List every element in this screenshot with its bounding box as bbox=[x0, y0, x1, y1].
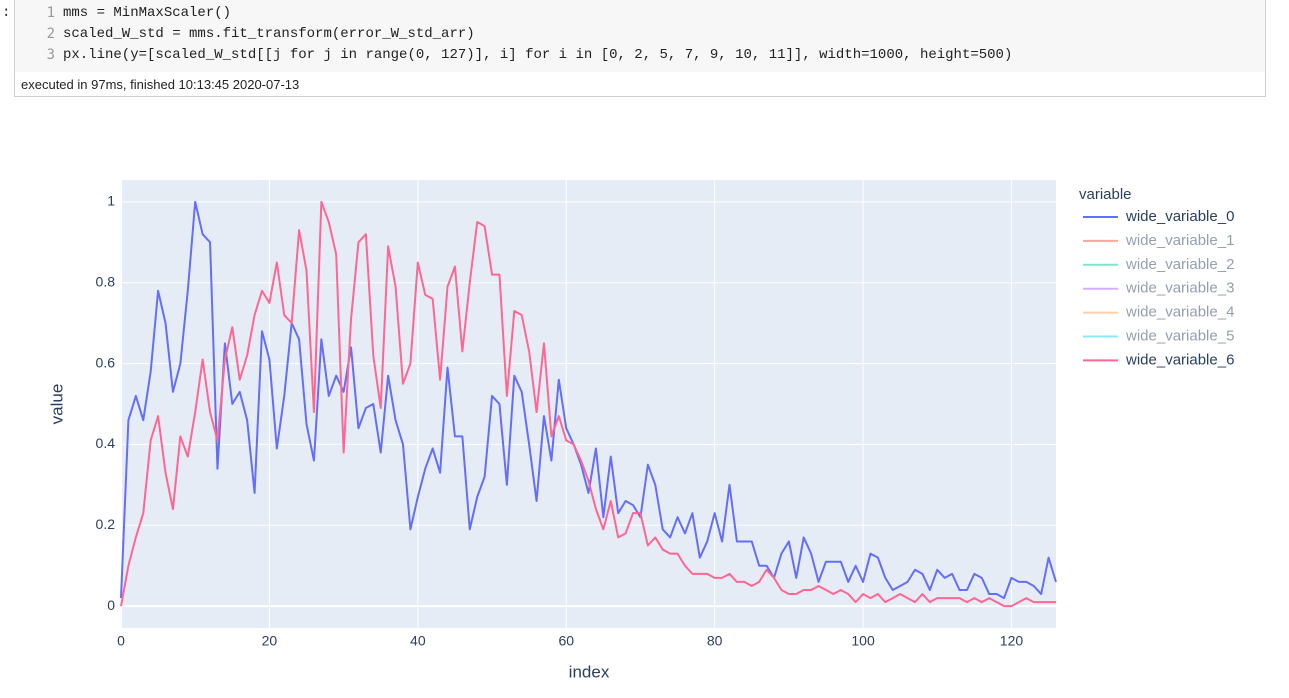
x-tick-label: 80 bbox=[707, 633, 723, 649]
code-editor[interactable]: 1 2 3 mms = MinMaxScaler() scaled_W_std … bbox=[15, 0, 1265, 72]
line-number: 3 bbox=[46, 47, 55, 63]
data-line bbox=[120, 200, 1057, 600]
legend-label: wide_variable_0 bbox=[1125, 208, 1234, 225]
plot-background bbox=[121, 180, 1056, 628]
code-line: scaled_W_std = mms.fit_transform(error_W… bbox=[63, 26, 475, 42]
x-tick-label: 40 bbox=[410, 633, 426, 649]
prompt: : bbox=[2, 4, 11, 20]
y-tick-label: 0.4 bbox=[96, 435, 116, 451]
data-line bbox=[120, 200, 1056, 608]
y-tick-label: 0.6 bbox=[96, 354, 116, 370]
legend-label: wide_variable_2 bbox=[1125, 256, 1234, 273]
y-tick-label: 1 bbox=[107, 193, 115, 209]
y-axis-title: value bbox=[47, 384, 66, 425]
x-tick-label: 0 bbox=[117, 633, 125, 649]
legend-item[interactable]: wide_variable_0 bbox=[1083, 208, 1234, 225]
line-number: 2 bbox=[46, 26, 55, 42]
legend-item[interactable]: wide_variable_3 bbox=[1083, 280, 1234, 297]
y-tick-label: 0.2 bbox=[96, 516, 116, 532]
legend-title: variable bbox=[1079, 186, 1132, 203]
legend-item[interactable]: wide_variable_2 bbox=[1083, 256, 1234, 273]
x-tick-label: 100 bbox=[851, 633, 875, 649]
legend-label: wide_variable_6 bbox=[1125, 351, 1234, 368]
legend-item[interactable]: wide_variable_6 bbox=[1083, 351, 1234, 368]
code-line: px.line(y=[scaled_W_std[[j for j in rang… bbox=[63, 47, 1013, 63]
y-tick-label: 0 bbox=[107, 597, 115, 613]
legend-label: wide_variable_3 bbox=[1125, 280, 1234, 297]
legend-item[interactable]: wide_variable_5 bbox=[1083, 327, 1234, 344]
line-number: 1 bbox=[46, 5, 55, 21]
legend-label: wide_variable_4 bbox=[1125, 304, 1234, 321]
execution-status: executed in 97ms, finished 10:13:45 2020… bbox=[21, 77, 300, 92]
code-line: mms = MinMaxScaler() bbox=[63, 5, 232, 21]
code-cell[interactable]: 1 2 3 mms = MinMaxScaler() scaled_W_std … bbox=[14, 0, 1266, 97]
y-tick-label: 0.8 bbox=[96, 273, 116, 289]
legend-label: wide_variable_5 bbox=[1125, 327, 1234, 344]
legend-item[interactable]: wide_variable_4 bbox=[1083, 304, 1234, 321]
x-axis-title: index bbox=[569, 662, 610, 681]
x-tick-label: 120 bbox=[1000, 633, 1024, 649]
legend-label: wide_variable_1 bbox=[1125, 232, 1234, 249]
x-tick-label: 20 bbox=[262, 633, 278, 649]
x-tick-label: 60 bbox=[558, 633, 574, 649]
legend-item[interactable]: wide_variable_1 bbox=[1083, 232, 1234, 249]
